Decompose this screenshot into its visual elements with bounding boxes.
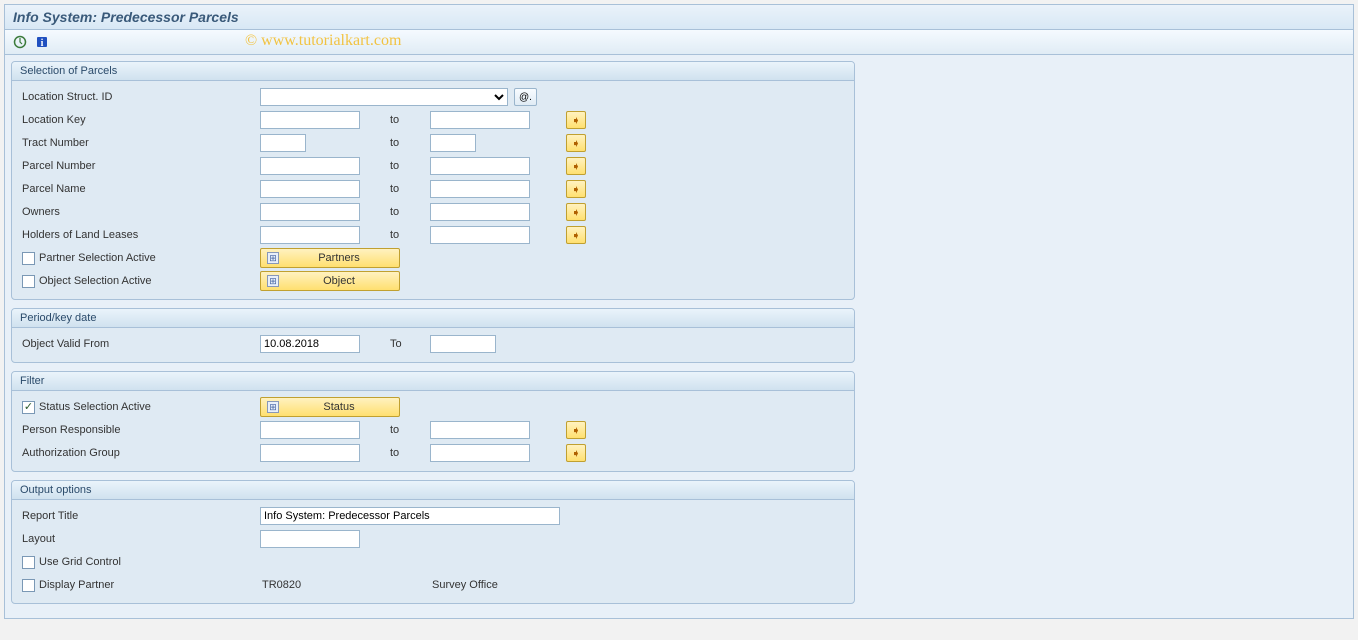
panel-selection: Selection of Parcels Location Struct. ID…	[11, 61, 855, 300]
object-button[interactable]: ⊞ Object	[260, 271, 400, 291]
valid-to-input[interactable]	[430, 335, 496, 353]
parcel-name-from-input[interactable]	[260, 180, 360, 198]
to-label: to	[390, 206, 399, 218]
owners-from-input[interactable]	[260, 203, 360, 221]
holders-label: Holders of Land Leases	[22, 229, 138, 241]
authorization-group-label: Authorization Group	[22, 447, 120, 459]
report-title-label: Report Title	[22, 510, 78, 522]
status-button[interactable]: ⊞ Status	[260, 397, 400, 417]
parcel-number-multisel-icon[interactable]: ➧	[566, 157, 586, 175]
tract-number-multisel-icon[interactable]: ➧	[566, 134, 586, 152]
location-struct-lookup-button[interactable]: @.	[514, 88, 537, 106]
parcel-number-from-input[interactable]	[260, 157, 360, 175]
to-label: to	[390, 424, 399, 436]
panel-filter-header: Filter	[12, 372, 854, 391]
content-area: Selection of Parcels Location Struct. ID…	[5, 55, 1353, 618]
person-responsible-multisel-icon[interactable]: ➧	[566, 421, 586, 439]
expand-icon: ⊞	[267, 252, 279, 264]
to-label: to	[390, 160, 399, 172]
use-grid-label: Use Grid Control	[39, 556, 121, 568]
to-label: to	[390, 183, 399, 195]
object-selection-label: Object Selection Active	[39, 275, 152, 287]
to-label: to	[390, 447, 399, 459]
partners-button[interactable]: ⊞ Partners	[260, 248, 400, 268]
tract-number-from-input[interactable]	[260, 134, 306, 152]
holders-from-input[interactable]	[260, 226, 360, 244]
partner-selection-label: Partner Selection Active	[39, 252, 156, 264]
to-label: to	[390, 137, 399, 149]
object-button-label: Object	[285, 275, 393, 287]
owners-label: Owners	[22, 206, 60, 218]
object-selection-checkbox[interactable]	[22, 275, 35, 288]
person-responsible-from-input[interactable]	[260, 421, 360, 439]
panel-period: Period/key date Object Valid From To	[11, 308, 855, 363]
status-button-label: Status	[285, 401, 393, 413]
expand-icon: ⊞	[267, 401, 279, 413]
holders-to-input[interactable]	[430, 226, 530, 244]
partner-selection-checkbox[interactable]	[22, 252, 35, 265]
owners-to-input[interactable]	[430, 203, 530, 221]
panel-filter: Filter Status Selection Active ⊞ Status …	[11, 371, 855, 472]
valid-from-input[interactable]	[260, 335, 360, 353]
watermark: © www.tutorialkart.com	[245, 32, 401, 50]
display-partner-label: Display Partner	[39, 579, 114, 591]
status-selection-checkbox[interactable]	[22, 401, 35, 414]
tract-number-to-input[interactable]	[430, 134, 476, 152]
display-partner-code: TR0820	[260, 579, 301, 591]
display-partner-desc: Survey Office	[430, 579, 498, 591]
tract-number-label: Tract Number	[22, 137, 89, 149]
expand-icon: ⊞	[267, 275, 279, 287]
authorization-group-to-input[interactable]	[430, 444, 530, 462]
title-bar: Info System: Predecessor Parcels	[5, 5, 1353, 30]
location-struct-id-combo[interactable]	[260, 88, 508, 106]
authorization-group-from-input[interactable]	[260, 444, 360, 462]
layout-input[interactable]	[260, 530, 360, 548]
location-key-multisel-icon[interactable]: ➧	[566, 111, 586, 129]
parcel-name-to-input[interactable]	[430, 180, 530, 198]
display-partner-checkbox[interactable]	[22, 579, 35, 592]
panel-output-header: Output options	[12, 481, 854, 500]
panel-output: Output options Report Title Layout Use G…	[11, 480, 855, 604]
main-window: Info System: Predecessor Parcels i © www…	[4, 4, 1354, 619]
report-title-input[interactable]	[260, 507, 560, 525]
person-responsible-label: Person Responsible	[22, 424, 120, 436]
partners-button-label: Partners	[285, 252, 393, 264]
holders-multisel-icon[interactable]: ➧	[566, 226, 586, 244]
status-selection-label: Status Selection Active	[39, 401, 151, 413]
person-responsible-to-input[interactable]	[430, 421, 530, 439]
parcel-number-label: Parcel Number	[22, 160, 95, 172]
layout-label: Layout	[22, 533, 55, 545]
info-icon[interactable]: i	[33, 33, 51, 51]
svg-text:i: i	[41, 38, 44, 49]
location-struct-id-label: Location Struct. ID	[22, 91, 113, 103]
owners-multisel-icon[interactable]: ➧	[566, 203, 586, 221]
parcel-number-to-input[interactable]	[430, 157, 530, 175]
valid-from-label: Object Valid From	[22, 338, 109, 350]
use-grid-checkbox[interactable]	[22, 556, 35, 569]
to-label: To	[390, 338, 402, 350]
parcel-name-multisel-icon[interactable]: ➧	[566, 180, 586, 198]
toolbar: i © www.tutorialkart.com	[5, 30, 1353, 55]
location-key-from-input[interactable]	[260, 111, 360, 129]
window-title: Info System: Predecessor Parcels	[13, 9, 239, 25]
panel-selection-header: Selection of Parcels	[12, 62, 854, 81]
to-label: to	[390, 114, 399, 126]
to-label: to	[390, 229, 399, 241]
execute-icon[interactable]	[11, 33, 29, 51]
authorization-group-multisel-icon[interactable]: ➧	[566, 444, 586, 462]
parcel-name-label: Parcel Name	[22, 183, 86, 195]
location-key-label: Location Key	[22, 114, 86, 126]
location-key-to-input[interactable]	[430, 111, 530, 129]
panel-period-header: Period/key date	[12, 309, 854, 328]
